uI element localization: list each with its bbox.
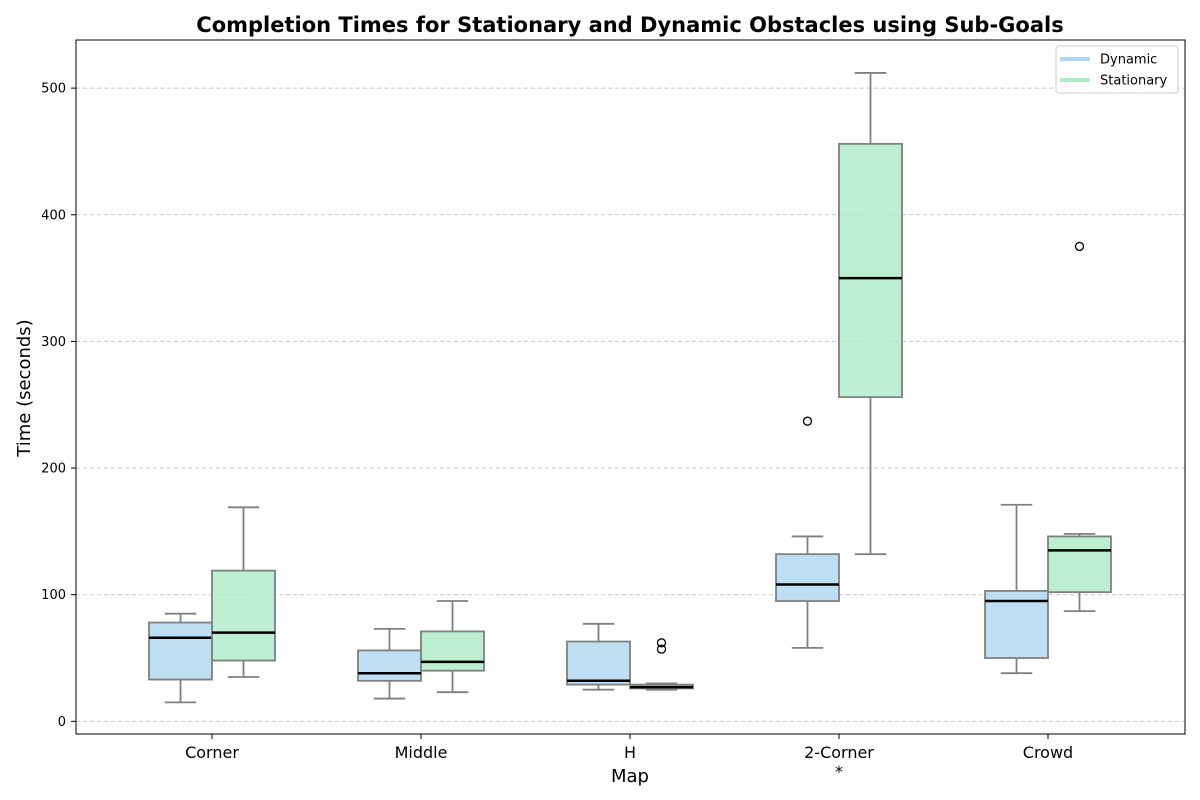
y-axis-label: Time (seconds) (14, 319, 35, 457)
x-tick-label: 2-Corner (804, 743, 874, 762)
x-axis-ticks: Corner Middle H 2-Corner* Crowd (185, 734, 1073, 781)
x-tick-label: H (624, 743, 636, 762)
box-iqr (775, 553, 840, 602)
box-dynamic-middle (357, 627, 422, 700)
legend-label-stationary: Stationary (1100, 74, 1168, 89)
x-axis-label: Map (611, 766, 649, 787)
box-iqr (420, 630, 485, 672)
box-iqr (1047, 535, 1112, 594)
box-iqr (357, 649, 422, 682)
box-stationary-middle (420, 600, 485, 694)
box-dynamic-h (566, 622, 631, 691)
x-tick-label: Corner (185, 743, 239, 762)
y-tick-label: 300 (41, 335, 66, 350)
box-iqr (211, 569, 276, 662)
box-stationary-2-corner (838, 72, 903, 556)
box-stationary-crowd (1047, 241, 1112, 613)
box-dynamic-corner (148, 612, 213, 704)
box-iqr (566, 640, 631, 686)
y-tick-label: 200 (41, 462, 66, 477)
box-dynamic-crowd (984, 503, 1049, 675)
box-layer (148, 72, 1112, 704)
outlier-point (1074, 241, 1085, 252)
outlier-point (656, 644, 667, 654)
y-tick-label: 400 (41, 208, 66, 223)
box-iqr (148, 621, 213, 681)
y-axis-ticks: 0 100 200 300 400 500 (41, 82, 76, 730)
outlier-point (802, 416, 813, 426)
y-tick-label: 500 (41, 82, 66, 97)
y-tick-label: 0 (58, 715, 66, 730)
chart-title: Completion Times for Stationary and Dyna… (196, 13, 1063, 37)
box-stationary-h (629, 638, 694, 691)
box-stationary-corner (211, 506, 276, 678)
x-tick-annotation: * (835, 762, 843, 781)
box-iqr (838, 142, 903, 399)
x-tick-label: Crowd (1023, 743, 1073, 762)
legend-label-dynamic: Dynamic (1100, 53, 1157, 68)
x-tick-label: Middle (395, 743, 448, 762)
box-dynamic-2-corner (775, 416, 840, 649)
legend: Dynamic Stationary (1055, 45, 1179, 94)
y-tick-label: 100 (41, 588, 66, 603)
outlier-point (656, 638, 667, 648)
